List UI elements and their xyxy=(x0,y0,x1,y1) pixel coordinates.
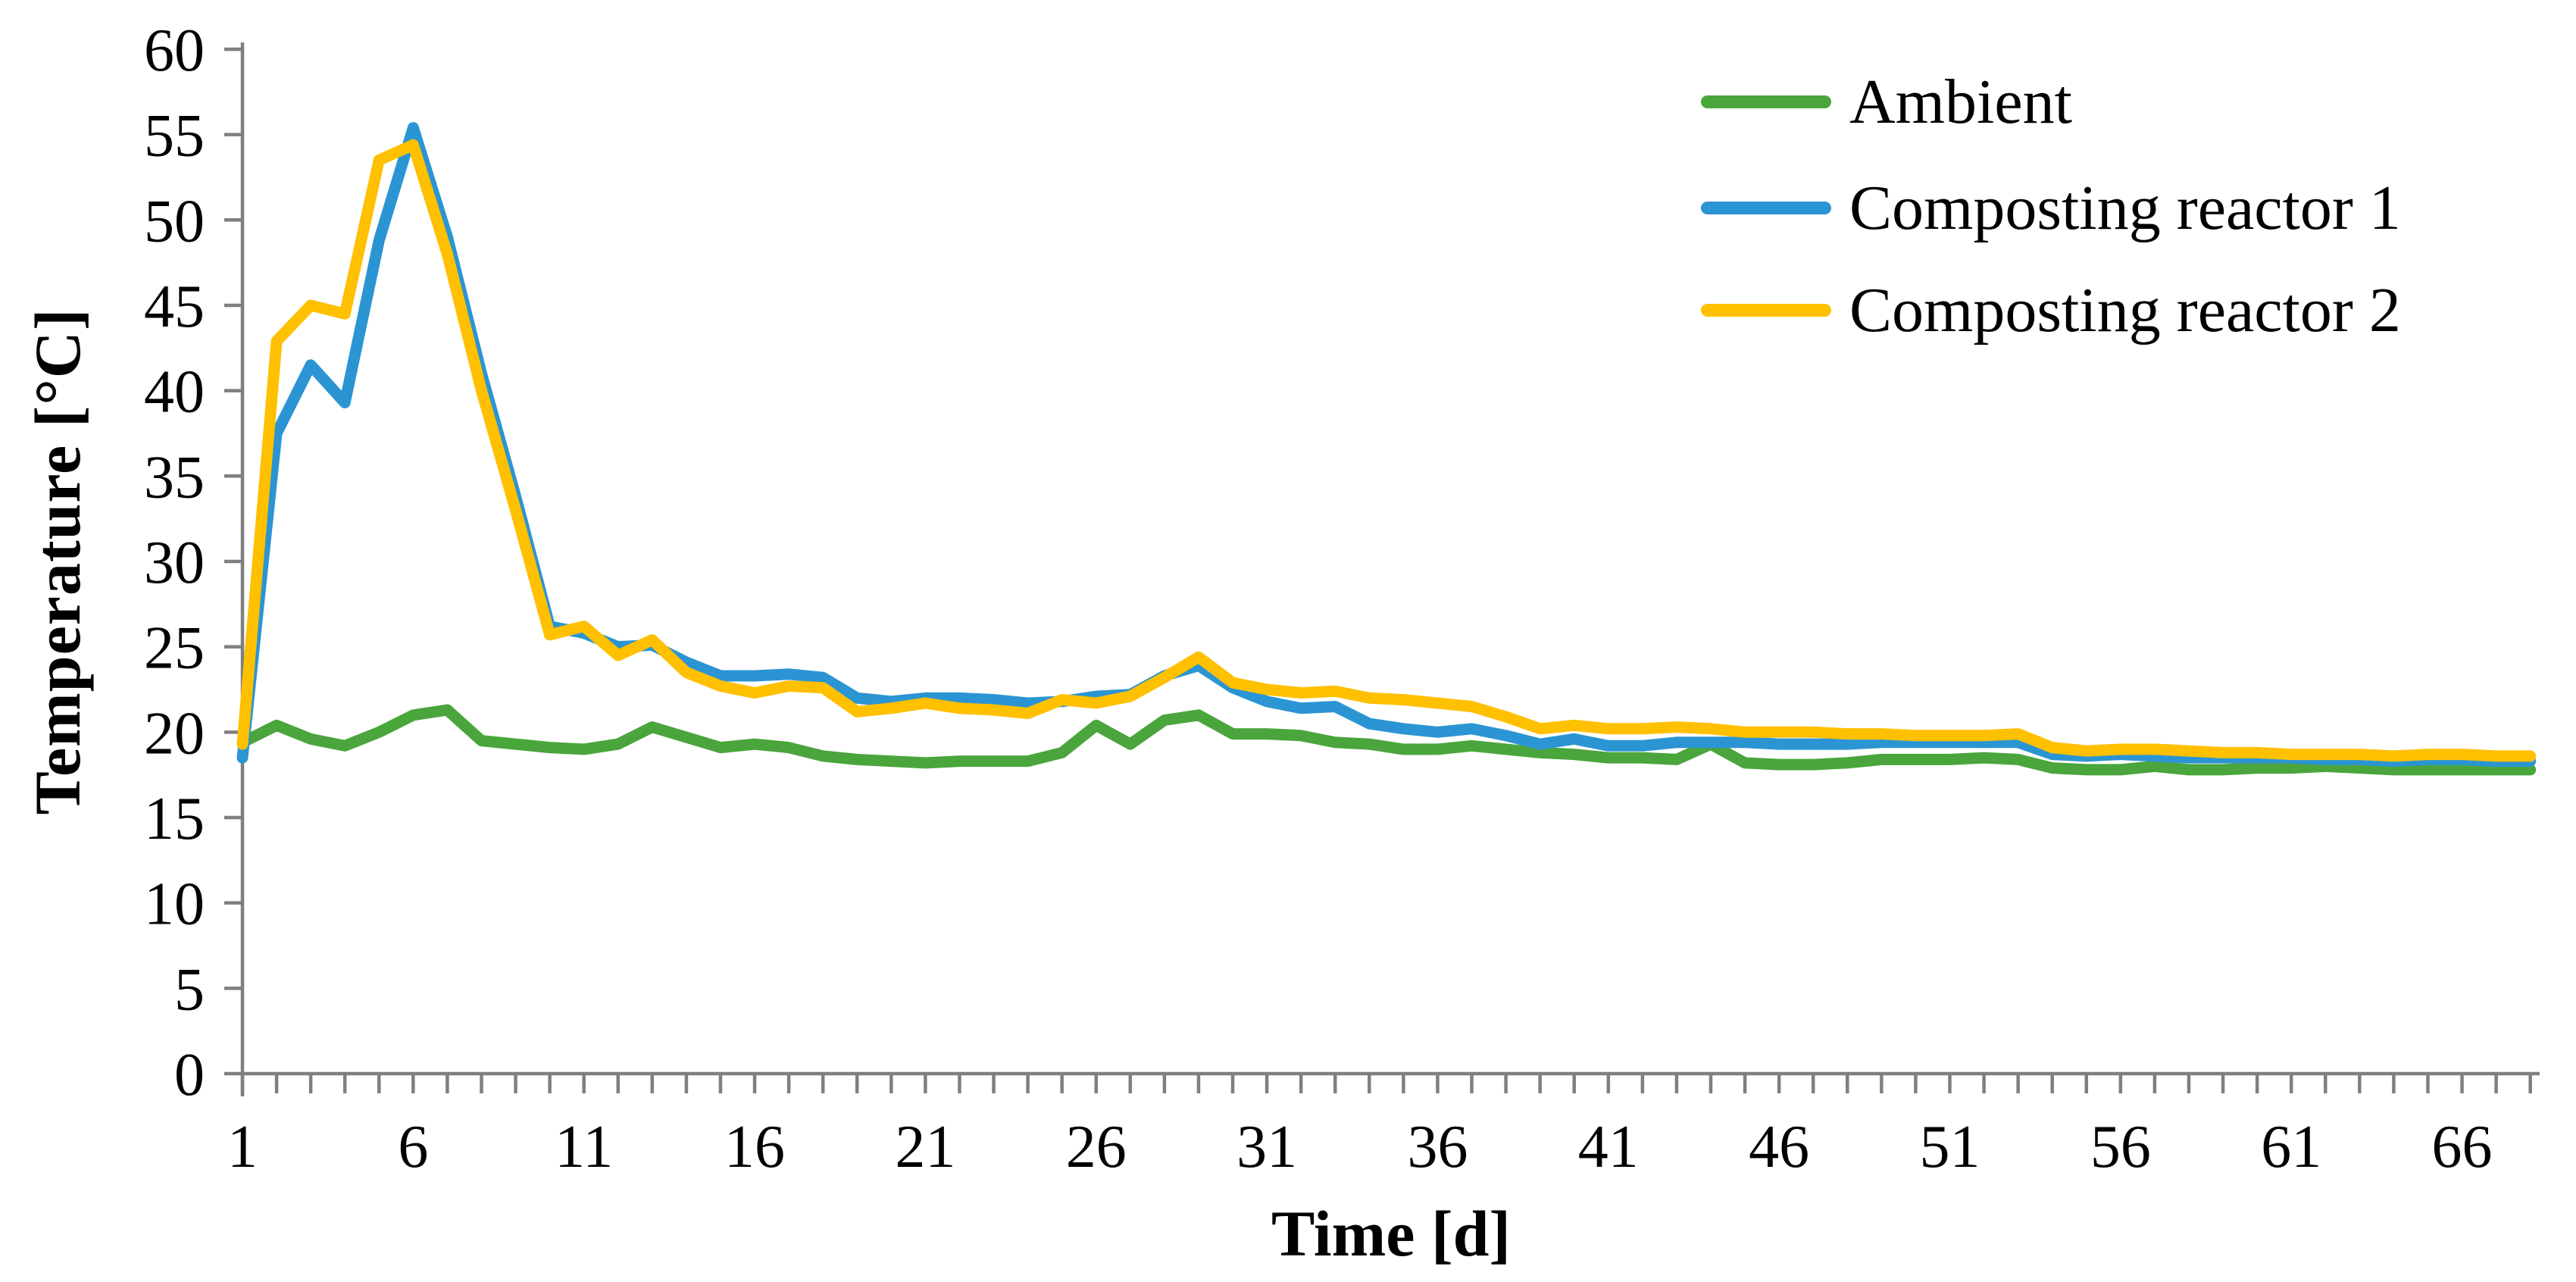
x-tick-label-21: 21 xyxy=(895,1114,955,1180)
series-line-composting-reactor-2 xyxy=(236,139,2537,762)
x-tick-label-31: 31 xyxy=(1236,1114,1297,1180)
y-tick-label-10: 10 xyxy=(144,871,205,938)
x-tick-label-56: 56 xyxy=(2090,1114,2151,1180)
x-tick-label-41: 41 xyxy=(1578,1114,1639,1180)
x-tick-label-16: 16 xyxy=(724,1114,785,1180)
x-tick-label-11: 11 xyxy=(555,1114,613,1180)
y-tick-label-30: 30 xyxy=(144,530,205,596)
y-tick-label-20: 20 xyxy=(144,700,205,767)
x-tick-label-26: 26 xyxy=(1066,1114,1127,1180)
series-line-composting-reactor-1 xyxy=(236,122,2537,768)
y-tick-label-55: 55 xyxy=(144,103,205,170)
x-tick-label-46: 46 xyxy=(1749,1114,1809,1180)
legend-swatch-reactor-2 xyxy=(1701,303,1831,317)
y-tick-label-40: 40 xyxy=(144,359,205,426)
y-tick-label-60: 60 xyxy=(144,17,205,84)
x-tick-label-51: 51 xyxy=(1920,1114,1980,1180)
y-tick-label-15: 15 xyxy=(144,786,205,852)
x-tick-label-61: 61 xyxy=(2261,1114,2321,1180)
y-tick-label-45: 45 xyxy=(144,274,205,340)
y-tick-label-25: 25 xyxy=(144,615,205,682)
y-tick-label-0: 0 xyxy=(174,1042,205,1108)
x-tick-label-1: 1 xyxy=(227,1114,258,1180)
legend-label-reactor-2: Composting reactor 2 xyxy=(1849,274,2401,346)
y-tick-label-5: 5 xyxy=(174,956,205,1023)
y-axis-title: Temperature [°C] xyxy=(21,308,94,815)
x-tick-label-66: 66 xyxy=(2432,1114,2493,1180)
x-tick-label-6: 6 xyxy=(398,1114,428,1180)
legend-swatch-reactor-1 xyxy=(1701,201,1831,214)
x-tick-label-36: 36 xyxy=(1407,1114,1468,1180)
legend-label-ambient: Ambient xyxy=(1849,66,2072,137)
y-tick-label-50: 50 xyxy=(144,188,205,255)
legend-label-reactor-1: Composting reactor 1 xyxy=(1849,172,2401,243)
legend-swatch-ambient xyxy=(1701,95,1831,108)
series-line-ambient xyxy=(236,704,2537,776)
legend-item-ambient: Ambient xyxy=(1701,62,2072,141)
legend-item-reactor-1: Composting reactor 1 xyxy=(1701,168,2401,247)
legend-item-reactor-2: Composting reactor 2 xyxy=(1701,270,2401,349)
x-axis-title: Time [d] xyxy=(1271,1197,1512,1270)
y-tick-label-35: 35 xyxy=(144,444,205,511)
